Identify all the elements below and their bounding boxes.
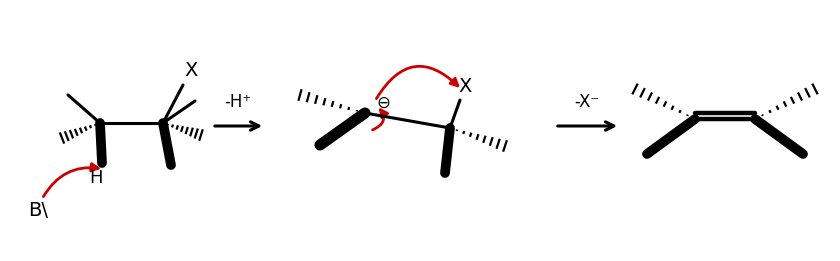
Text: X: X <box>459 76 472 96</box>
FancyArrowPatch shape <box>373 110 387 130</box>
Text: -H⁺: -H⁺ <box>224 93 252 111</box>
FancyArrowPatch shape <box>44 164 98 197</box>
Text: -X⁻: -X⁻ <box>575 93 600 111</box>
Text: B\: B\ <box>28 201 48 221</box>
Text: X: X <box>184 62 197 80</box>
Text: H: H <box>89 169 102 187</box>
FancyArrowPatch shape <box>376 66 458 99</box>
Text: ⊖: ⊖ <box>376 94 390 112</box>
